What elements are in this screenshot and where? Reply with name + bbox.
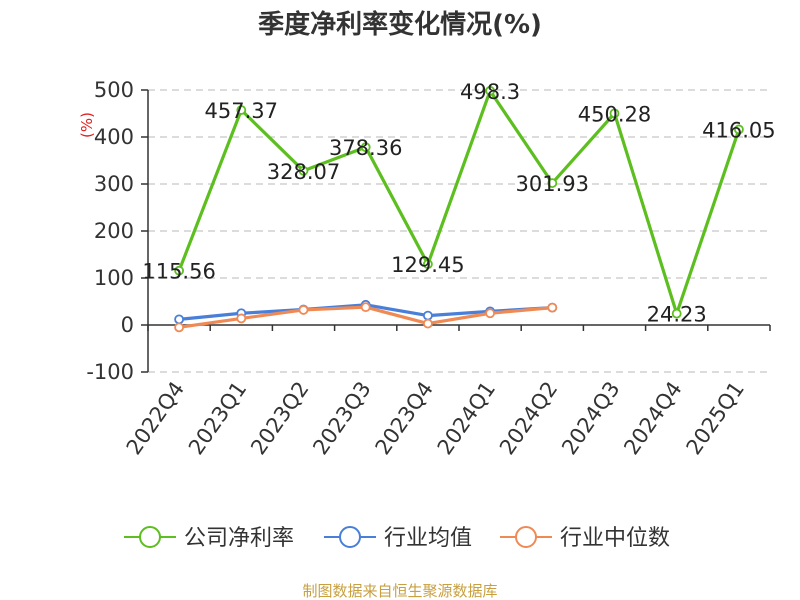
y-tick-label: 500 (94, 78, 134, 102)
data-point (734, 124, 744, 135)
y-tick-label: -100 (86, 360, 134, 384)
data-point (298, 305, 309, 315)
y-tick-label: 400 (94, 125, 134, 149)
x-tick-label: 2024Q4 (619, 377, 686, 459)
data-label: 115.56 (142, 260, 215, 284)
data-label: 498.3 (460, 80, 520, 104)
y-tick-label: 200 (94, 219, 134, 243)
x-tick-label: 2024Q2 (495, 377, 562, 459)
data-point (236, 105, 247, 115)
x-tick-label: 2024Q3 (557, 377, 624, 459)
data-point (236, 313, 247, 324)
legend-marker (139, 526, 161, 548)
data-point (422, 259, 433, 270)
x-tick-label: 2022Q4 (122, 377, 189, 459)
legend-item[interactable]: 行业均值 (324, 526, 472, 551)
series-line (177, 89, 741, 316)
data-point (422, 310, 433, 321)
data-label: 457.37 (205, 99, 278, 123)
data-point (298, 165, 309, 176)
x-tick-label: 2023Q2 (246, 377, 313, 459)
data-point (609, 108, 620, 119)
data-label: 416.05 (702, 118, 775, 142)
legend-label: 行业均值 (384, 526, 472, 551)
x-tick-label: 2023Q3 (308, 377, 375, 459)
data-point (485, 85, 496, 96)
data-point (174, 314, 185, 325)
data-point (174, 322, 185, 333)
data-label: 129.45 (391, 253, 464, 277)
legend-label: 公司净利率 (184, 526, 294, 551)
y-tick-label: 300 (94, 172, 134, 196)
data-label: 24.23 (647, 303, 707, 327)
legend-marker (339, 526, 361, 548)
data-point (174, 265, 185, 276)
x-tick-label: 2024Q1 (433, 377, 500, 459)
chart-title: 季度净利率变化情况(%) (258, 9, 542, 40)
x-tick-label: 2023Q4 (371, 377, 438, 459)
y-tick-label: 0 (121, 313, 134, 337)
y-tick-label: 100 (94, 266, 134, 290)
data-label: 301.93 (516, 172, 589, 196)
legend-item[interactable]: 行业中位数 (500, 526, 670, 551)
legend-marker (515, 526, 537, 548)
data-point (360, 142, 371, 153)
data-point (671, 308, 682, 319)
legend-item[interactable]: 公司净利率 (124, 526, 294, 551)
data-label: 450.28 (578, 102, 651, 126)
data-point (360, 302, 371, 313)
y-axis-unit: (%) (78, 112, 96, 138)
series-lines (174, 85, 744, 333)
data-point (547, 302, 558, 313)
legend-label: 行业中位数 (560, 526, 670, 551)
legend[interactable]: 公司净利率 行业均值 行业中位数 (124, 526, 670, 551)
data-point (485, 308, 496, 319)
data-point (422, 318, 433, 329)
source-note: 制图数据来自恒生聚源数据库 (302, 582, 497, 600)
data-label: 328.07 (267, 160, 340, 184)
data-point (547, 178, 558, 188)
data-label: 378.36 (329, 136, 402, 160)
x-tick-label: 2025Q1 (682, 377, 749, 459)
x-tick-label: 2023Q1 (184, 377, 251, 459)
